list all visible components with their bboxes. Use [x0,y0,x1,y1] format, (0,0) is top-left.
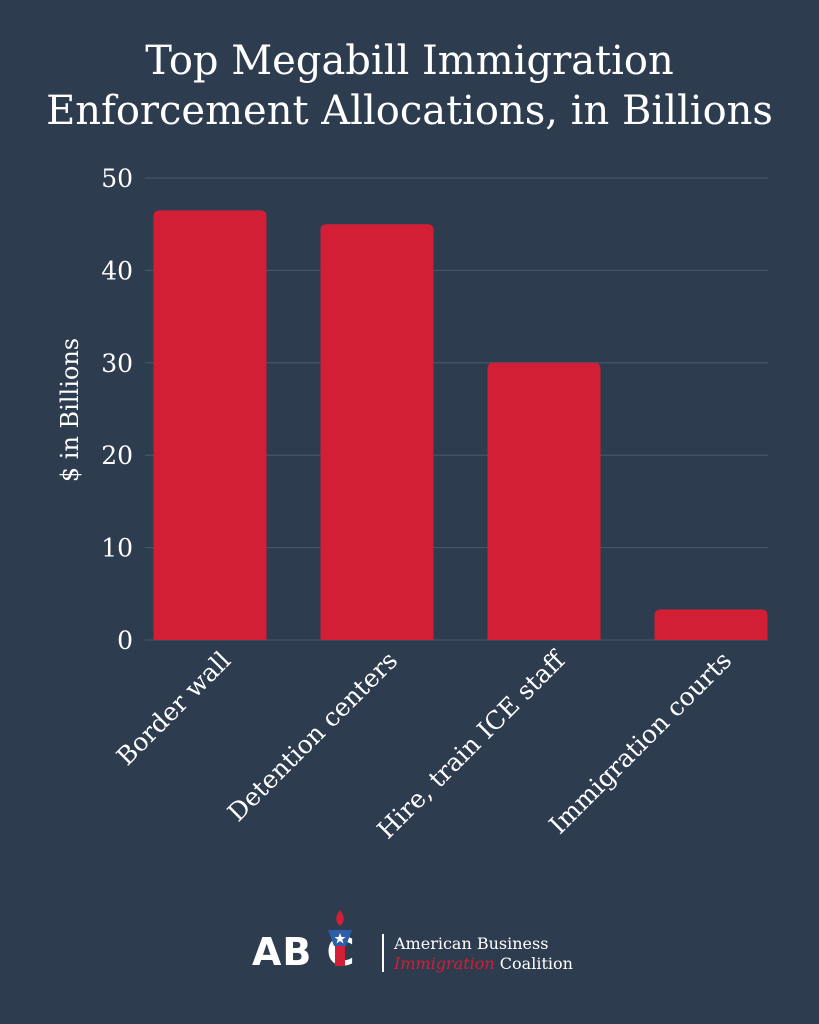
bar-border-wall [153,210,267,640]
y-tick-label: 20 [101,441,133,470]
logo-line-2-highlight: Immigration [394,954,495,973]
bars [153,210,768,640]
x-tick-label: Hire, train ICE staff [371,644,571,844]
bar-hire-train-ice-staff [487,362,601,640]
y-tick-label: 0 [117,626,133,655]
x-tick-label: Detention centers [222,646,403,827]
x-tick-label: Immigration courts [543,646,737,840]
bar-immigration-courts [654,609,768,640]
y-tick-label: 40 [101,256,133,285]
logo-line-2-rest: Coalition [494,954,573,973]
logo-line-2: Immigration Coalition [394,954,573,974]
y-tick-label: 10 [101,534,133,563]
y-axis-label: $ in Billions [56,338,84,482]
x-tick-label: Border wall [111,646,236,771]
y-tick-label: 50 [101,164,133,193]
y-tick-label: 30 [101,349,133,378]
torch-icon [328,910,352,966]
chart-title-line-1: Top Megabill Immigration [145,38,674,84]
abic-logo: AB C American Business Immigration Coali… [252,908,592,978]
chart-title: Top Megabill Immigration Enforcement All… [0,36,819,136]
logo-text: American Business Immigration Coalition [394,934,573,974]
chart-title-line-2: Enforcement Allocations, in Billions [46,88,773,134]
logo-divider [382,934,384,972]
bar-detention-centers [320,224,434,640]
y-axis-ticks: 0 10 20 30 40 50 [101,164,133,655]
logo-line-1: American Business [394,934,549,953]
